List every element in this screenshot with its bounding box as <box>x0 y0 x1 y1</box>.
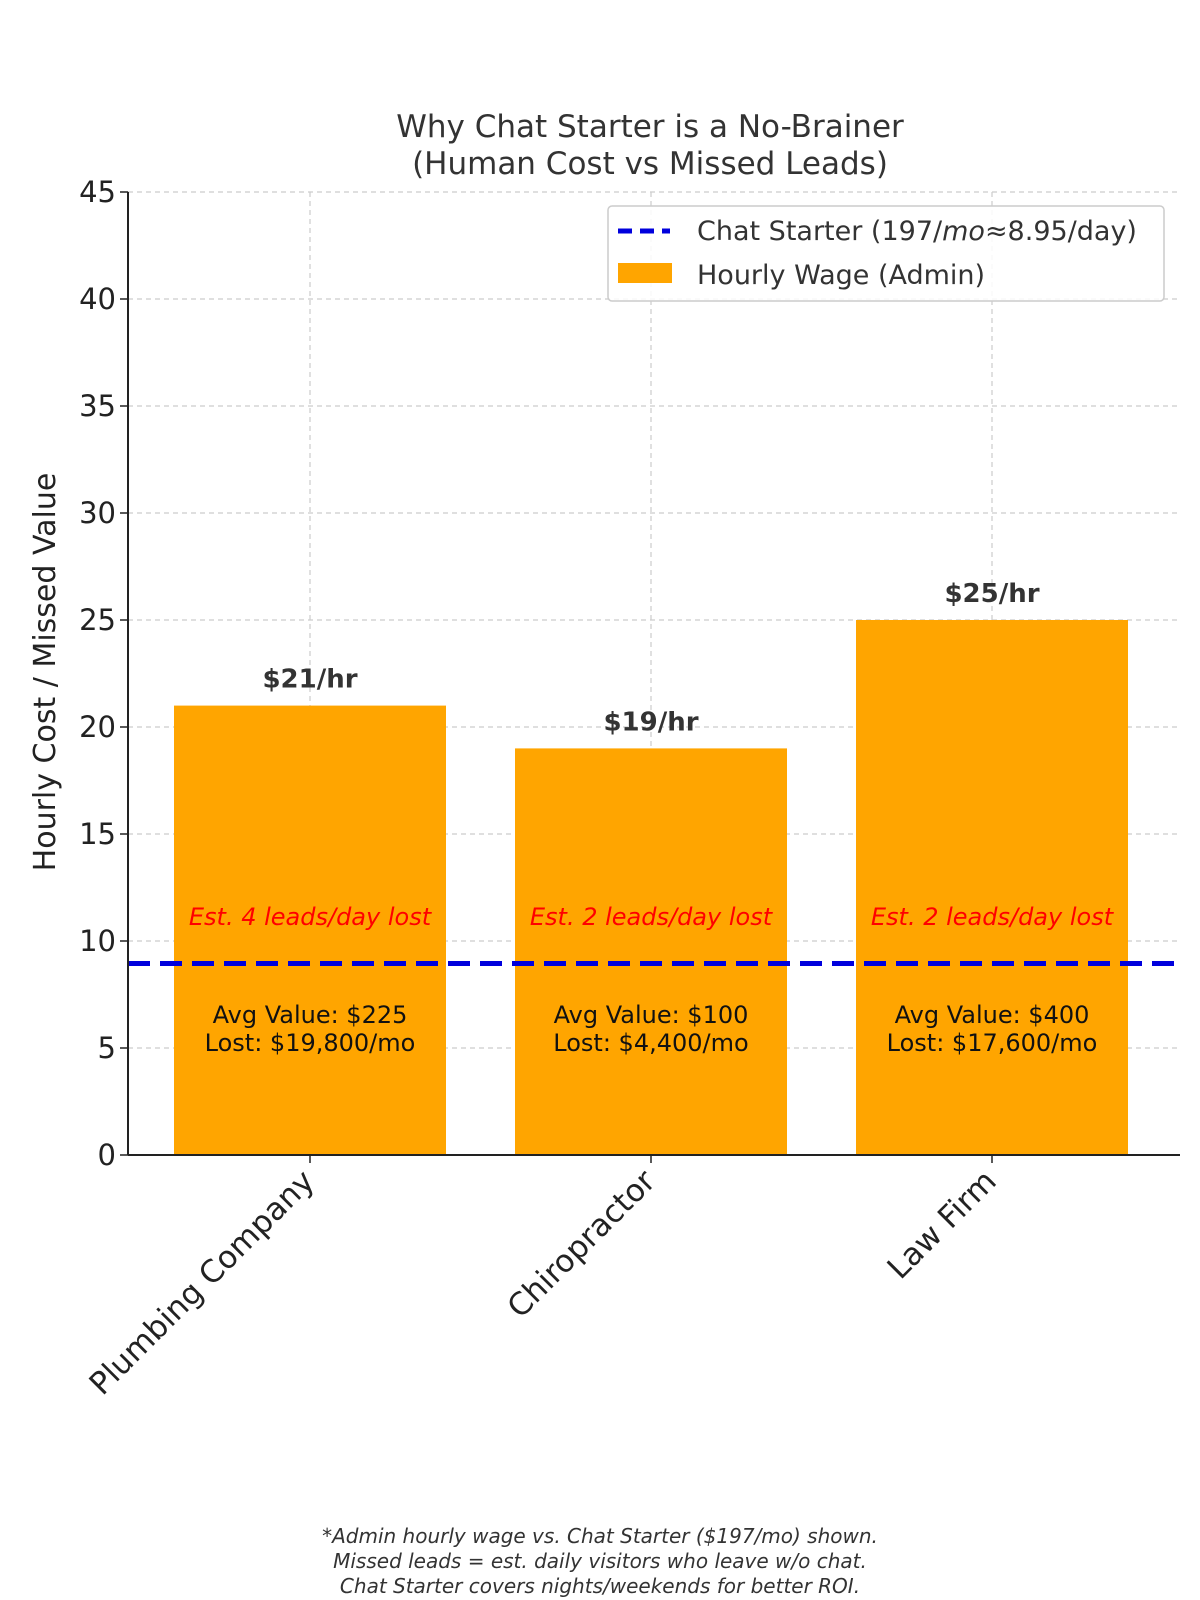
chart-title: Why Chat Starter is a No-Brainer <box>396 109 904 145</box>
footnote: *Admin hourly wage vs. Chat Starter ($19… <box>322 1524 878 1598</box>
legend-reference-text-1: Chat Starter (197/ <box>697 216 943 247</box>
lost-value-label: Lost: $19,800/mo <box>205 1029 416 1057</box>
y-tick-label: 30 <box>79 496 116 530</box>
lost-leads-label: Est. 2 leads/day lost <box>530 903 774 931</box>
x-tick-label: Plumbing Company <box>83 1163 322 1402</box>
y-tick-label: 25 <box>79 603 116 637</box>
legend-reference-text-2: mo <box>942 216 985 247</box>
footnote-line-3: Chat Starter covers nights/weekends for … <box>340 1574 860 1598</box>
y-tick-label: 40 <box>79 282 116 316</box>
y-tick-label: 35 <box>79 389 116 423</box>
y-tick-label: 20 <box>79 710 116 744</box>
y-tick-label: 5 <box>98 1031 116 1065</box>
x-tick-label: Chiropractor <box>501 1163 663 1325</box>
lost-value-label: Lost: $17,600/mo <box>887 1029 1098 1057</box>
lost-value-label: Lost: $4,400/mo <box>553 1029 748 1057</box>
bar <box>174 705 446 1155</box>
bar-annotations: $21/hr Est. 4 leads/day lost Avg Value: $2… <box>189 579 1115 1057</box>
avg-value-label: Avg Value: $100 <box>554 1001 749 1029</box>
chart-subtitle: (Human Cost vs Missed Leads) <box>412 146 888 182</box>
bar-value-label: $21/hr <box>262 665 357 695</box>
lost-leads-label: Est. 2 leads/day lost <box>871 903 1115 931</box>
legend-item-bars: Hourly Wage (Admin) <box>697 260 985 291</box>
x-tick-label: Law Firm <box>881 1163 1004 1286</box>
legend-frame <box>607 205 1165 302</box>
bar-value-label: $19/hr <box>603 707 698 737</box>
avg-value-label: Avg Value: $400 <box>895 1001 1090 1029</box>
legend: Chat Starter (197/mo≈8.95/day) Hourly Wa… <box>607 205 1165 302</box>
bars <box>174 620 1128 1155</box>
avg-value-label: Avg Value: $225 <box>213 1001 408 1029</box>
y-tick-label: 10 <box>79 924 116 958</box>
footnote-line-2: Missed leads = est. daily visitors who l… <box>333 1549 867 1573</box>
y-tick-label: 45 <box>79 175 116 209</box>
bar-value-label: $25/hr <box>944 579 1039 609</box>
bar <box>856 620 1128 1155</box>
bar <box>515 748 787 1155</box>
y-axis-label: Hourly Cost / Missed Value <box>28 473 63 872</box>
y-tick-label: 0 <box>98 1138 116 1172</box>
legend-bar-swatch <box>618 263 672 283</box>
footnote-line-1: *Admin hourly wage vs. Chat Starter ($19… <box>322 1524 878 1548</box>
y-tick-label: 15 <box>79 817 116 851</box>
legend-reference-text-3: ≈8.95/day) <box>985 216 1137 247</box>
legend-item-reference: Chat Starter (197/mo≈8.95/day) <box>697 216 1137 247</box>
lost-leads-label: Est. 4 leads/day lost <box>189 903 433 931</box>
